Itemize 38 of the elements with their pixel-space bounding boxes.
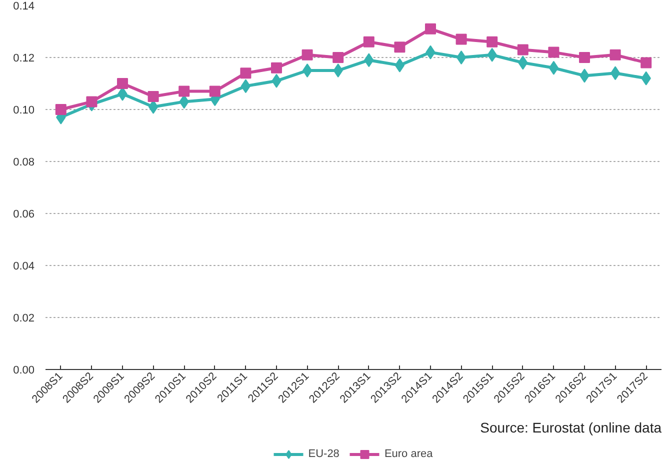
point — [394, 58, 405, 72]
point — [425, 23, 436, 34]
point — [86, 96, 98, 108]
point — [148, 91, 159, 102]
point — [610, 66, 620, 80]
point — [271, 62, 282, 74]
point — [456, 34, 467, 45]
point — [548, 60, 559, 75]
point — [240, 79, 251, 94]
legend-label: EU-28 — [308, 448, 340, 460]
point — [394, 42, 406, 53]
point — [302, 64, 312, 78]
y-tick-label: 0.12 — [13, 52, 35, 64]
legend-label: Euro area — [384, 448, 433, 460]
point — [240, 68, 252, 79]
point — [579, 52, 590, 63]
source-note: Source: Eurostat (online data — [480, 420, 662, 436]
point — [178, 86, 190, 97]
point — [610, 49, 621, 60]
point — [456, 50, 466, 64]
point — [333, 64, 343, 78]
y-tick-label: 0.08 — [13, 156, 35, 168]
y-tick-label: 0.14 — [13, 0, 35, 12]
y-tick-label: 0.02 — [13, 312, 35, 324]
point — [117, 78, 128, 89]
y-tick-label: 0.04 — [13, 260, 35, 272]
point — [640, 57, 652, 68]
point — [486, 36, 498, 48]
point — [548, 46, 560, 58]
point — [209, 86, 220, 97]
y-tick-label: 0.00 — [13, 364, 35, 376]
point — [363, 36, 374, 48]
point — [332, 52, 344, 63]
y-tick-label: 0.10 — [13, 104, 35, 116]
point — [302, 49, 313, 60]
point — [517, 44, 528, 56]
y-tick-label: 0.06 — [13, 208, 35, 220]
point — [55, 104, 66, 115]
